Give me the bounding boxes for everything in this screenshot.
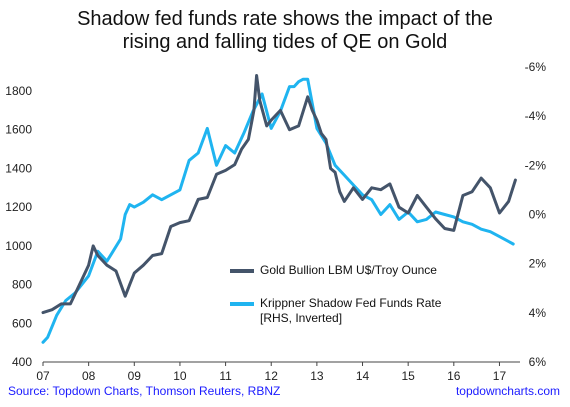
y-left-tick-label: 1800	[5, 84, 32, 98]
chart-title-line2: rising and falling tides of QE on Gold	[122, 31, 448, 53]
y-right-tick-label: 0%	[529, 207, 547, 221]
y-right-tick-label: 2%	[529, 257, 547, 271]
y-right-tick-label: 4%	[529, 306, 547, 320]
series-line-shadow-rate	[41, 77, 515, 344]
y-left-tick-label: 600	[12, 316, 32, 330]
y-axis-right: -6% -4% -2% 0% 2% 4% 6%	[525, 60, 547, 369]
y-right-tick-label: -2%	[525, 158, 547, 172]
y-right-tick-label: -4%	[525, 109, 547, 123]
x-tick-label: 12	[265, 369, 279, 383]
y-left-tick-label: 1400	[5, 161, 32, 175]
brand-link[interactable]: topdowncharts.com	[455, 384, 560, 398]
x-tick-label: 09	[128, 369, 142, 383]
y-left-tick-label: 400	[12, 355, 32, 369]
legend-label-shadow-rate-line2: [RHS, Inverted]	[260, 311, 343, 325]
y-left-tick-label: 1600	[5, 123, 32, 137]
series-group	[41, 74, 517, 344]
legend-label-gold: Gold Bullion LBM U$/Troy Ounce	[260, 263, 437, 277]
legend-swatch-shadow-rate	[230, 302, 254, 306]
x-tick-label: 11	[219, 369, 232, 383]
chart-title-line1: Shadow fed funds rate shows the impact o…	[77, 8, 493, 30]
y-right-tick-label: 6%	[529, 355, 547, 369]
y-left-tick-label: 1000	[5, 239, 32, 253]
x-tick-label: 07	[36, 369, 50, 383]
legend-label-shadow-rate: Krippner Shadow Fed Funds Rate [RHS, Inv…	[260, 296, 441, 326]
series-line-gold	[41, 74, 517, 315]
x-tick-label: 14	[356, 369, 370, 383]
y-left-tick-label: 1200	[5, 200, 32, 214]
x-tick-label: 17	[493, 369, 507, 383]
x-tick-label: 13	[310, 369, 324, 383]
legend-item-gold: Gold Bullion LBM U$/Troy Ounce	[230, 263, 437, 278]
legend-label-shadow-rate-line1: Krippner Shadow Fed Funds Rate	[260, 296, 442, 310]
x-tick-label: 10	[173, 369, 187, 383]
legend-item-shadow-rate: Krippner Shadow Fed Funds Rate [RHS, Inv…	[230, 296, 441, 326]
source-note: Source: Topdown Charts, Thomson Reuters,…	[8, 384, 281, 398]
x-tick-label: 15	[401, 369, 415, 383]
y-right-tick-label: -6%	[525, 60, 547, 74]
x-axis: 07 08 09 10 11 12 13 14 15 16 17	[36, 361, 520, 383]
x-tick-label: 08	[82, 369, 96, 383]
y-axis-left: 400 600 800 1000 1200 1400 1600 1800	[5, 84, 32, 369]
y-left-tick-label: 800	[12, 278, 32, 292]
legend-swatch-gold	[230, 269, 254, 273]
x-tick-label: 16	[447, 369, 461, 383]
